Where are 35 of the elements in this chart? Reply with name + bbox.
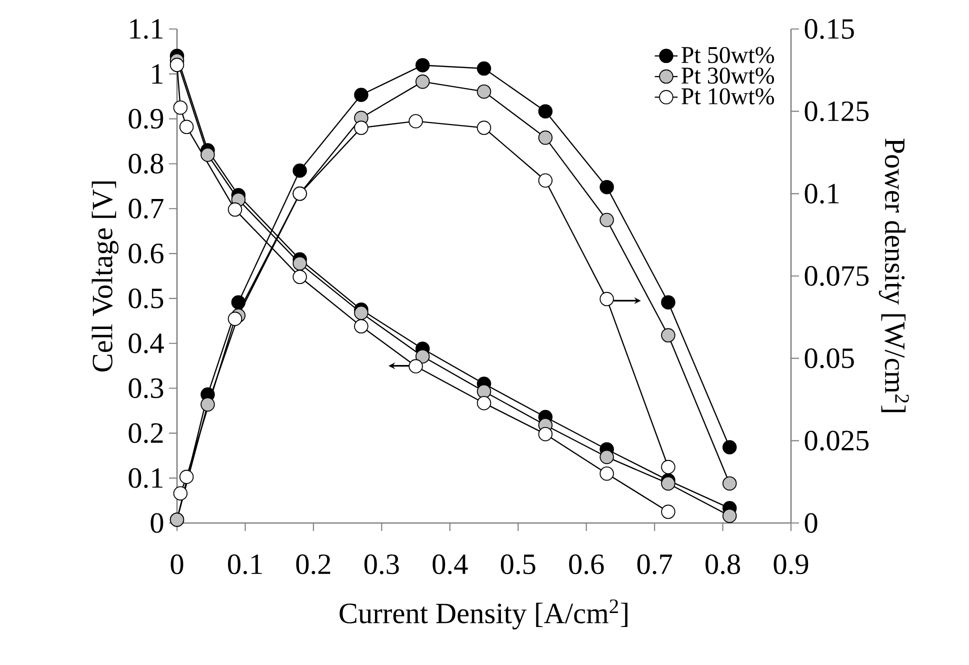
y2-tick-label: 0.125 [804, 101, 869, 122]
y-tick-label: 0.7 [128, 198, 164, 219]
y2-tick-label: 0 [804, 513, 818, 533]
y-tick-label: 0 [150, 513, 164, 533]
x-tick-label: 0.4 [432, 554, 468, 574]
y-tick-label: 0.8 [128, 154, 164, 174]
y2-tick-label: 0.15 [804, 19, 854, 39]
x-tick-label: 0.7 [637, 554, 672, 574]
x-tick-label: 0.9 [774, 554, 808, 574]
y-tick-label: 0.3 [128, 378, 164, 398]
y-tick-label: 0.9 [128, 108, 164, 129]
y2-tick-label: 0.1 [804, 184, 839, 204]
y2-tick-label: 0.05 [804, 348, 854, 368]
y2-axis-title: Power density [W/cm$^{2}$] [878, 138, 909, 412]
x-tick-label: 0.8 [706, 554, 740, 574]
x-tick-label: 0.6 [569, 554, 604, 574]
x-tick-label: 0.5 [500, 554, 536, 574]
y-tick-label: 1.1 [130, 19, 163, 39]
x-tick-label: 0 [170, 554, 184, 574]
y2-tick-label: 0.075 [804, 266, 869, 286]
legend-label: Pt 50wt% [682, 46, 774, 64]
y-tick-label: 0.4 [128, 333, 164, 354]
y2-tick-label: 0.025 [804, 430, 869, 451]
x-tick-label: 0.2 [296, 554, 330, 574]
y-tick-label: 1 [152, 64, 163, 84]
y-tick-label: 0.2 [128, 423, 163, 444]
y-tick-label: 0.6 [128, 244, 164, 264]
y-axis-title: Cell Voltage [V] [92, 181, 118, 372]
x-tick-label: 0.1 [228, 554, 262, 574]
legend-label: Pt 10wt% [682, 88, 774, 104]
legend-label: Pt 30wt% [682, 68, 774, 84]
y-tick-label: 0.1 [128, 468, 163, 488]
y-tick-label: 0.5 [128, 288, 164, 308]
x-tick-label: 0.3 [364, 554, 399, 574]
x-axis-title: Current Density [A/cm$^{2}$] [340, 599, 628, 630]
